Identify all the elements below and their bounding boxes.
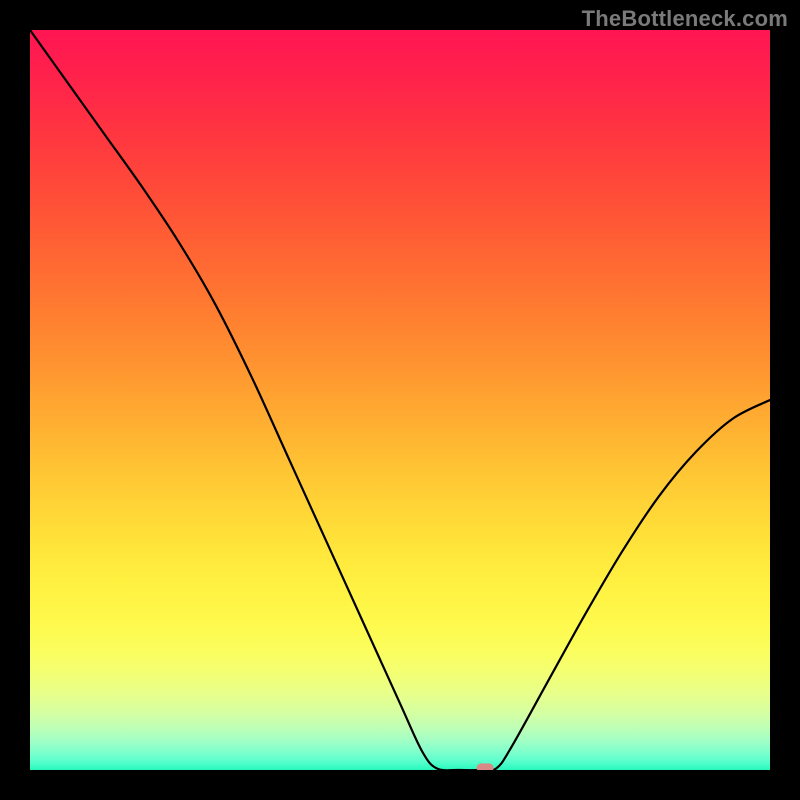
- plot-area: [30, 30, 770, 770]
- chart-stage: TheBottleneck.com: [0, 0, 800, 800]
- bottleneck-marker: [477, 763, 494, 770]
- chart-svg: [30, 30, 770, 770]
- watermark-text: TheBottleneck.com: [582, 6, 788, 32]
- chart-line: [30, 30, 770, 770]
